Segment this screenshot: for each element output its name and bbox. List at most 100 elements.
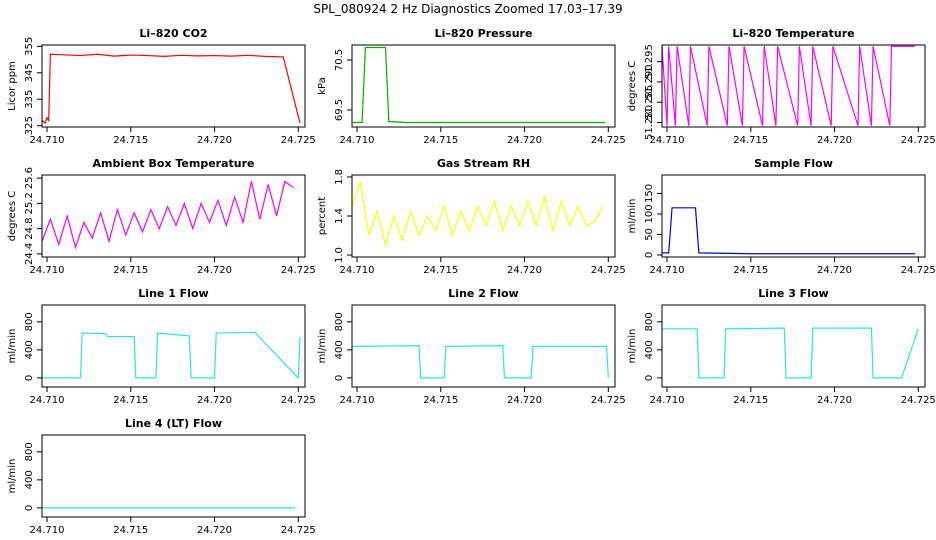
y-tick-label: 325 [24,116,35,135]
x-tick-label: 24.715 [113,265,148,276]
y-tick-label: 400 [644,340,655,359]
panel-title: Sample Flow [754,157,833,170]
data-line [661,45,915,126]
plot-frame [351,174,616,258]
data-line [42,331,301,380]
y-axis-label: ml/min [317,329,328,364]
x-tick-label: 24.710 [650,265,685,276]
plot-frame [661,44,926,128]
y-tick-label: 24.4 [24,243,35,265]
y-tick-label: 1.4 [334,208,345,224]
x-tick-label: 24.725 [281,265,316,276]
y-tick-label: 800 [24,442,35,461]
y-axis-label: ml/min [627,199,638,234]
x-tick-label: 24.725 [281,525,316,536]
data-line [662,327,919,379]
x-tick-label: 24.720 [817,135,852,146]
x-tick-label: 24.710 [650,395,685,406]
y-tick-label: 50 [644,228,655,241]
y-axis-label: degrees C [627,61,638,111]
data-line [352,46,605,124]
y-tick-label: 51.295 [644,44,655,79]
x-tick-label: 24.720 [197,265,232,276]
y-tick-label: 800 [24,312,35,331]
x-tick-label: 24.720 [507,135,542,146]
panel-title: Li–820 CO2 [139,27,207,40]
y-tick-label: 70.5 [334,49,345,71]
x-tick-label: 24.710 [650,135,685,146]
y-tick-label: 150 [644,184,655,203]
x-tick-label: 24.710 [340,395,375,406]
panel-title: Line 1 Flow [138,287,208,300]
y-tick-label: 25.6 [24,167,35,189]
y-axis-label: ml/min [7,459,18,494]
y-tick-label: 800 [334,312,345,331]
y-axis-label: ml/min [7,329,18,364]
plot-frame [41,174,306,258]
data-line [41,180,294,250]
panel-title: Line 3 Flow [758,287,828,300]
panel-title: Line 4 (LT) Flow [125,417,222,430]
y-axis-label: percent [317,197,328,235]
panel-title: Li–820 Temperature [732,27,854,40]
x-tick-label: 24.720 [507,395,542,406]
y-tick-label: 25.2 [24,192,35,214]
y-tick-label: 51.285 [644,85,655,120]
data-line [351,181,604,248]
x-tick-label: 24.725 [591,395,626,406]
x-tick-label: 24.720 [817,265,852,276]
x-tick-label: 24.710 [30,395,65,406]
y-tick-label: 345 [24,63,35,82]
panel-title: Line 2 Flow [448,287,518,300]
x-tick-label: 24.725 [591,135,626,146]
x-tick-label: 24.715 [423,135,458,146]
y-tick-label: 69.5 [334,99,345,121]
plot-frame [41,304,306,388]
panel-title: Ambient Box Temperature [93,157,255,170]
x-tick-label: 24.720 [197,525,232,536]
y-axis-label: kPa [317,77,328,95]
y-axis-label: Licor ppm [7,61,18,111]
x-tick-label: 24.720 [817,395,852,406]
y-tick-label: 51.290 [644,64,655,99]
x-tick-label: 24.725 [901,265,936,276]
x-tick-label: 24.715 [733,135,768,146]
x-tick-label: 24.725 [281,395,316,406]
x-tick-label: 24.720 [197,135,232,146]
data-line [662,207,915,255]
y-tick-label: 400 [24,340,35,359]
y-tick-label: 0 [24,375,35,381]
x-tick-label: 24.710 [30,135,65,146]
y-axis-label: ml/min [627,329,638,364]
x-tick-label: 24.710 [30,265,65,276]
plot-frame [351,44,616,128]
y-tick-label: 0 [644,252,655,258]
plot-frame [41,44,306,128]
y-axis-label: degrees C [7,191,18,241]
x-tick-label: 24.715 [113,395,148,406]
y-tick-label: 0 [334,375,345,381]
x-tick-label: 24.720 [507,265,542,276]
y-tick-label: 51.280 [644,105,655,140]
x-tick-label: 24.725 [281,135,316,146]
y-tick-label: 400 [334,340,345,359]
y-tick-label: 335 [24,90,35,109]
x-tick-label: 24.725 [901,135,936,146]
y-tick-label: 100 [644,204,655,223]
data-line [351,345,609,379]
x-tick-label: 24.715 [733,265,768,276]
y-tick-label: 355 [24,37,35,56]
panel-title: Li–820 Pressure [435,27,533,40]
x-tick-label: 24.720 [197,395,232,406]
plot-frame [661,304,926,388]
panel-title: Gas Stream RH [437,157,530,170]
y-tick-label: 24.8 [24,217,35,239]
y-tick-label: 400 [24,470,35,489]
page-title: SPL_080924 2 Hz Diagnostics Zoomed 17.03… [313,2,622,16]
y-tick-label: 0 [644,375,655,381]
y-tick-label: 1.8 [334,169,345,185]
x-tick-label: 24.715 [423,395,458,406]
x-tick-label: 24.715 [733,395,768,406]
x-tick-label: 24.725 [591,265,626,276]
